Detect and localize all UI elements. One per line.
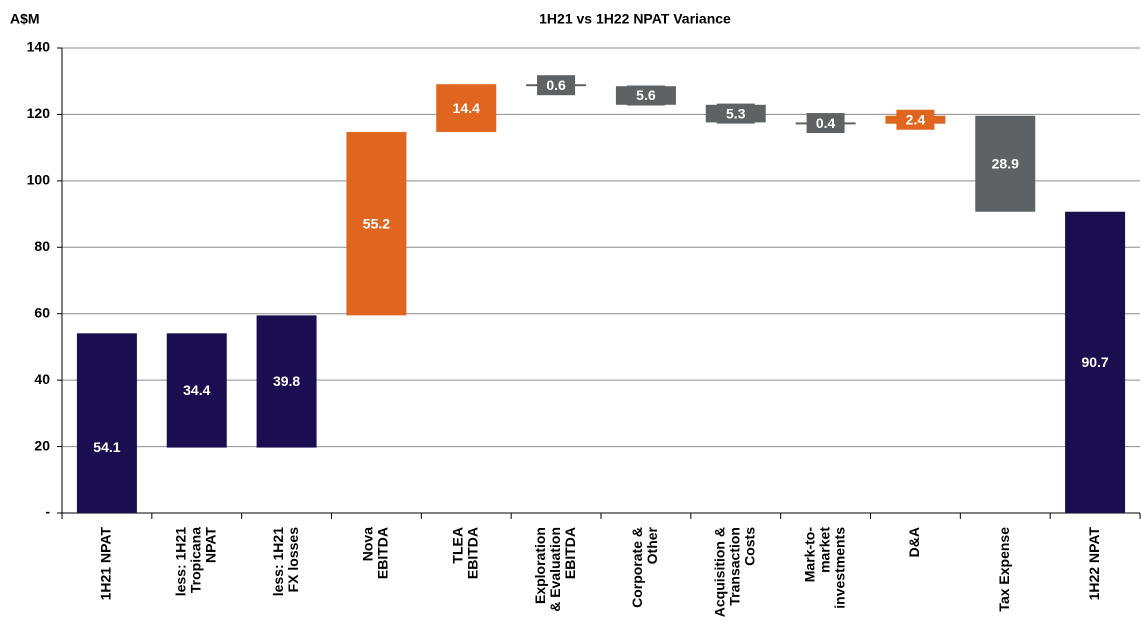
x-tick-label: Costs <box>741 527 757 566</box>
x-tick-label: investments <box>831 527 847 609</box>
value-label: 28.9 <box>992 155 1019 171</box>
bar <box>76 333 137 513</box>
value-label: 55.2 <box>363 215 390 231</box>
x-tick-label: less: 1H21 <box>172 527 188 596</box>
x-tick-label: & Evaluation <box>547 527 563 612</box>
value-label: 34.4 <box>183 382 210 398</box>
x-tick-label: 1H21 NPAT <box>98 527 114 601</box>
bar <box>166 333 227 448</box>
value-label-box <box>896 109 935 130</box>
x-tick-label: Mark-to- <box>801 527 817 583</box>
y-tick-label: 20 <box>34 437 50 453</box>
value-label: 39.8 <box>273 373 300 389</box>
value-label: 5.6 <box>636 87 656 103</box>
value-label: 2.4 <box>906 111 926 127</box>
value-label: 90.7 <box>1081 354 1108 370</box>
y-tick-label: 40 <box>34 371 50 387</box>
x-tick-label: Corporate & <box>629 527 645 608</box>
x-tick-label: NPAT <box>202 527 218 563</box>
value-label: 0.6 <box>546 77 566 93</box>
y-tick-label: 100 <box>27 172 51 188</box>
x-tick-label: Transaction <box>726 527 742 606</box>
x-tick-label: 1H22 NPAT <box>1086 527 1102 601</box>
value-label-box <box>626 85 665 106</box>
chart-title: 1H21 vs 1H22 NPAT Variance <box>539 11 731 27</box>
value-label: 14.4 <box>453 100 480 116</box>
x-tick-label: FX losses <box>285 527 301 593</box>
x-tick-label: TLEA <box>449 527 465 564</box>
x-tick-label: Tropicana <box>187 527 203 593</box>
x-tick-label: EBITDA <box>562 527 578 579</box>
y-tick-label: 140 <box>27 39 51 55</box>
x-tick-label: EBITDA <box>375 527 391 579</box>
value-label-box <box>806 113 845 134</box>
bar <box>256 315 317 448</box>
x-tick-label: Other <box>644 526 660 564</box>
x-tick-label: less: 1H21 <box>270 527 286 596</box>
y-tick-label: - <box>45 504 50 520</box>
value-label: 5.3 <box>726 105 746 121</box>
value-label: 54.1 <box>93 439 120 455</box>
value-label: 0.4 <box>816 115 836 131</box>
value-label-box <box>537 75 576 96</box>
x-tick-label: D&A <box>906 527 922 557</box>
x-tick-label: Exploration <box>532 527 548 604</box>
bar <box>975 115 1036 212</box>
bar <box>346 132 407 316</box>
bar <box>436 84 497 133</box>
x-tick-label: Acquisition & <box>711 527 727 617</box>
x-tick-label: EBITDA <box>464 527 480 579</box>
y-tick-label: 80 <box>34 238 50 254</box>
y-axis-label: A$M <box>10 11 40 27</box>
x-tick-label: Tax Expense <box>996 527 1012 612</box>
y-tick-label: 60 <box>34 304 50 320</box>
bar <box>1065 211 1126 513</box>
x-tick-label: market <box>816 527 832 573</box>
value-label-box <box>716 103 755 124</box>
x-tick-label: Nova <box>360 527 376 561</box>
y-tick-label: 120 <box>27 105 51 121</box>
